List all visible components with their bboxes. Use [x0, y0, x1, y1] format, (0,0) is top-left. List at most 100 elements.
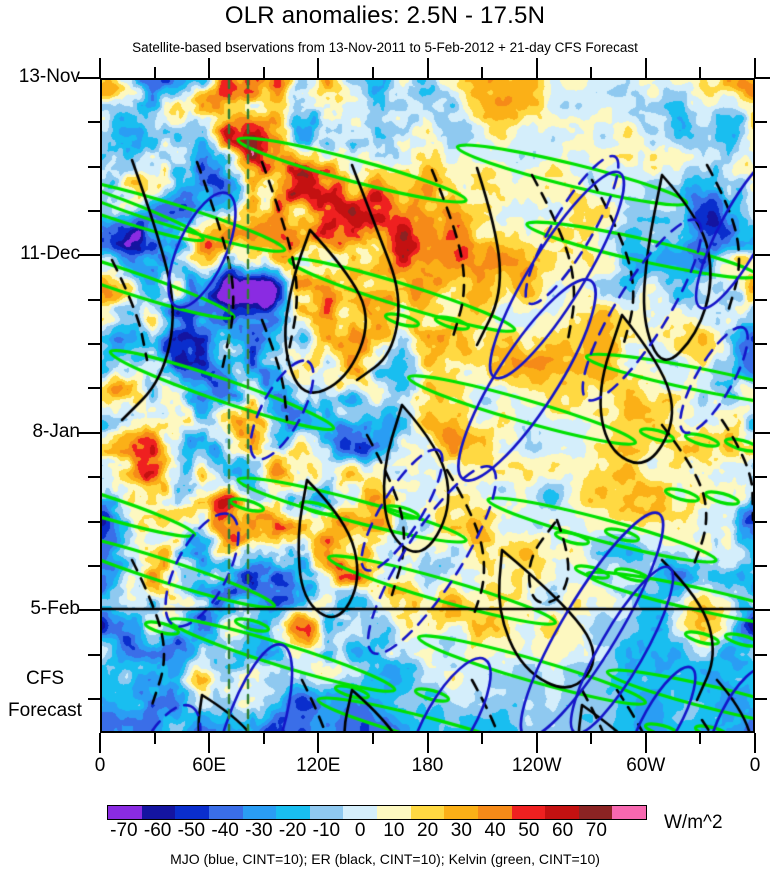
y-major-tick-1 [78, 254, 100, 257]
y-axis-label-13-nov: 13-Nov [18, 66, 80, 87]
x-major-tick-5 [644, 733, 647, 753]
x-minor-tick-top-4 [590, 67, 593, 78]
y-minor-tick-right-1 [755, 165, 767, 168]
x-axis-label-1: 60E [192, 755, 227, 776]
figure-subtitle: Satellite-based bservations from 13-Nov-… [132, 40, 638, 55]
colorbar-bin-13 [545, 806, 579, 819]
colorbar-tick--70: -70 [110, 820, 138, 841]
y-minor-tick-right-0 [755, 121, 767, 124]
x-axis-label-0: 0 [94, 755, 106, 776]
colorbar-bin-5 [276, 806, 310, 819]
colorbar-tick--10: -10 [312, 820, 341, 841]
y-major-tick-2 [78, 431, 100, 434]
y-minor-tick-5 [88, 387, 100, 390]
colorbar-bin-3 [208, 806, 243, 819]
x-minor-tick-0 [153, 733, 156, 744]
x-minor-tick-top-3 [481, 67, 484, 78]
colorbar-tick--40: -40 [211, 820, 239, 841]
x-major-tick-0 [99, 733, 101, 753]
colorbar [107, 805, 647, 820]
colorbar-tick--20: -20 [278, 820, 307, 841]
x-major-tick-top-1 [208, 58, 211, 78]
x-axis-label-6: 0 [749, 755, 761, 776]
y-minor-tick-right-8 [755, 564, 767, 567]
y-minor-tick-right-7 [755, 520, 767, 523]
colorbar-units-label: W/m^2 [664, 812, 723, 833]
x-minor-tick-1 [262, 733, 265, 744]
colorbar-tick--50: -50 [177, 820, 206, 841]
colorbar-bin-0 [108, 806, 142, 819]
y-major-tick-3 [78, 609, 100, 612]
colorbar-tick-70: 70 [585, 820, 607, 841]
y-minor-tick-right-4 [755, 343, 767, 346]
y-minor-tick-9 [88, 653, 100, 656]
figure-caption: MJO (blue, CINT=10); ER (black, CINT=10)… [170, 851, 600, 867]
y-minor-tick-10 [88, 697, 100, 700]
y-minor-tick-8 [88, 564, 100, 567]
hovmoller-plot-area [100, 78, 755, 733]
colorbar-bin-2 [175, 806, 209, 819]
x-axis-label-4: 120W [511, 755, 562, 776]
x-major-tick-top-0 [99, 58, 101, 78]
colorbar-bin-6 [309, 806, 344, 819]
colorbar-bin-8 [377, 806, 411, 819]
x-axis-label-3: 180 [411, 755, 444, 776]
x-major-tick-6 [754, 733, 756, 753]
x-minor-tick-5 [699, 733, 702, 744]
y-minor-tick-1 [88, 165, 100, 168]
colorbar-bin-12 [511, 806, 546, 819]
y-minor-tick-right-6 [755, 476, 767, 479]
y-major-tick-right-3 [755, 609, 770, 612]
y-axis-forecast-label-line2: Forecast [8, 700, 82, 721]
x-major-tick-top-5 [644, 58, 647, 78]
x-major-tick-top-3 [426, 58, 429, 78]
colorbar-bin-9 [410, 806, 445, 819]
y-minor-tick-0 [88, 121, 100, 124]
y-axis-label-5-feb: 5-Feb [30, 598, 80, 620]
y-minor-tick-4 [88, 343, 100, 346]
colorbar-bin-7 [343, 806, 377, 819]
x-major-tick-3 [426, 733, 429, 753]
x-minor-tick-2 [371, 733, 374, 744]
y-minor-tick-6 [88, 476, 100, 479]
y-minor-tick-right-5 [755, 387, 767, 390]
y-minor-tick-3 [88, 298, 100, 301]
y-axis-label-11-dec: 11-Dec [20, 243, 80, 265]
x-major-tick-4 [535, 733, 538, 753]
x-major-tick-top-6 [754, 58, 756, 78]
y-minor-tick-right-2 [755, 210, 767, 213]
colorbar-bin-4 [242, 806, 277, 819]
colorbar-bin-1 [141, 806, 176, 819]
page-title: OLR anomalies: 2.5N - 17.5N [224, 2, 546, 29]
x-minor-tick-top-2 [371, 67, 374, 78]
x-major-tick-top-4 [535, 58, 538, 78]
colorbar-tick--60: -60 [143, 820, 172, 841]
x-major-tick-2 [317, 733, 320, 753]
y-major-tick-right-1 [755, 254, 770, 257]
y-minor-tick-right-10 [755, 697, 767, 700]
x-minor-tick-top-1 [262, 67, 265, 78]
colorbar-bin-14 [578, 806, 613, 819]
y-axis-forecast-label-line1: CFS [26, 668, 64, 689]
colorbar-tick-40: 40 [484, 820, 506, 841]
colorbar-bin-10 [444, 806, 478, 819]
x-minor-tick-top-5 [699, 67, 702, 78]
colorbar-tick--30: -30 [245, 820, 273, 841]
colorbar-tick-0: 0 [354, 820, 366, 841]
y-minor-tick-right-9 [755, 653, 767, 656]
y-minor-tick-7 [88, 520, 100, 523]
colorbar-tick-20: 20 [417, 820, 439, 841]
colorbar-tick-50: 50 [518, 820, 540, 841]
colorbar-bin-11 [477, 806, 512, 819]
colorbar-tick-60: 60 [552, 820, 574, 841]
y-axis-label-8-jan: 8-Jan [32, 420, 80, 442]
x-axis-label-5: 60W [626, 755, 666, 776]
wave-contour-overlay [102, 80, 753, 731]
x-axis-label-2: 120E [296, 755, 341, 776]
y-major-tick-right-0 [755, 77, 770, 79]
y-minor-tick-2 [88, 210, 100, 213]
x-minor-tick-4 [590, 733, 593, 744]
x-minor-tick-3 [481, 733, 484, 744]
y-major-tick-right-2 [755, 431, 770, 434]
